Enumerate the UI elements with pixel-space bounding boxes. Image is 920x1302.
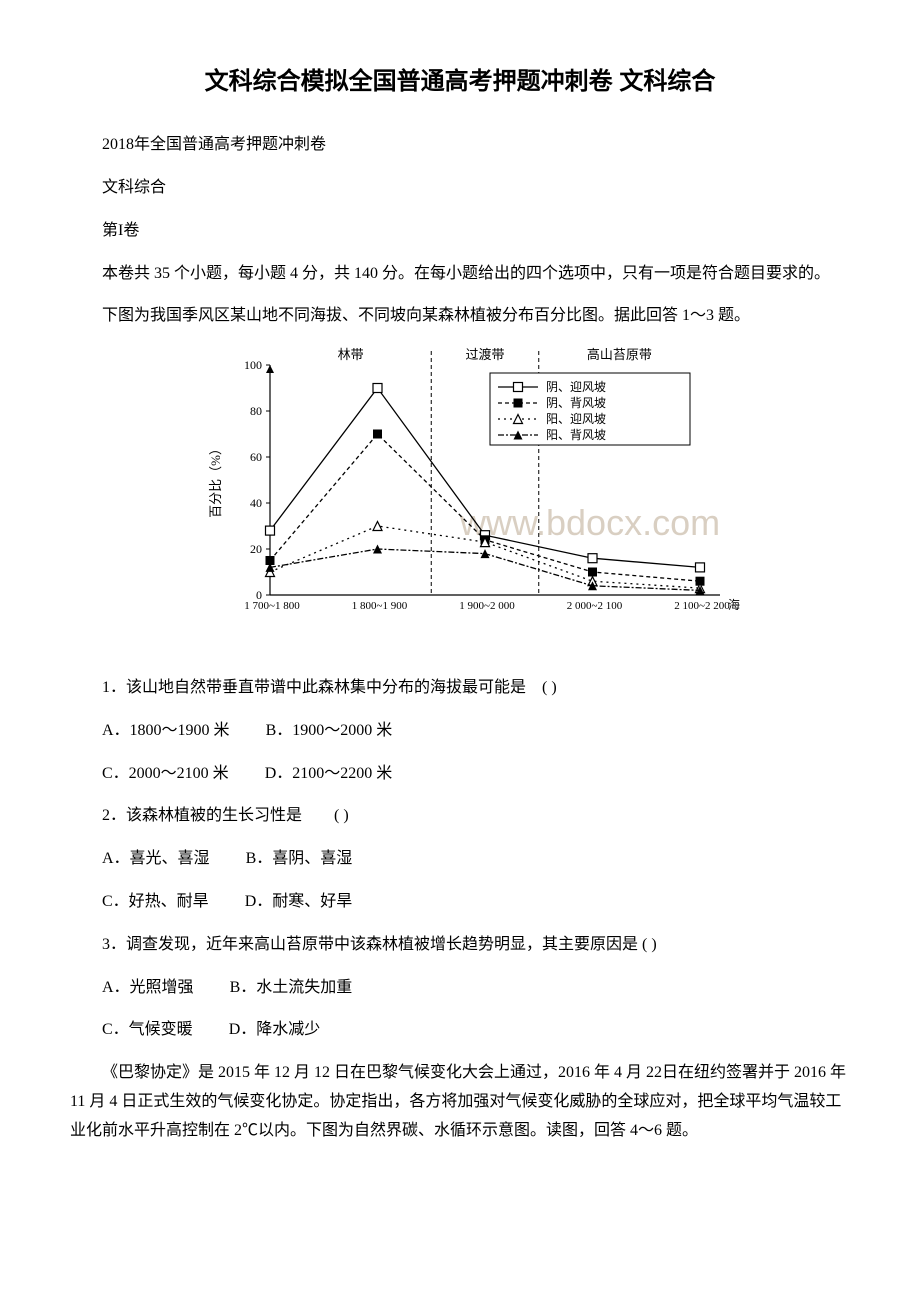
svg-text:40: 40: [250, 496, 262, 510]
svg-text:阳、背风坡: 阳、背风坡: [546, 428, 606, 442]
q3-options-row2: C．气候变暖 D．降水减少: [70, 1016, 850, 1045]
instructions: 本卷共 35 个小题，每小题 4 分，共 140 分。在每小题给出的四个选项中，…: [70, 260, 850, 289]
q2-opt-d: D．耐寒、好旱: [245, 893, 353, 910]
svg-text:阳、迎风坡: 阳、迎风坡: [546, 412, 606, 426]
svg-text:百分比（%）: 百分比（%）: [208, 442, 223, 518]
q2-opt-b: B．喜阴、喜湿: [246, 850, 353, 867]
svg-text:www.bdocx.com: www.bdocx.com: [459, 502, 720, 543]
svg-text:阴、背风坡: 阴、背风坡: [546, 396, 606, 410]
q3-opt-b: B．水土流失加重: [230, 979, 353, 996]
chart-forest-distribution: www.bdocx.com林带过渡带高山苔原带0204060801001 700…: [70, 345, 850, 656]
question-group-2-intro: 《巴黎协定》是 2015 年 12 月 12 日在巴黎气候变化大会上通过，201…: [70, 1059, 850, 1145]
q3-opt-c: C．气候变暖: [102, 1021, 193, 1038]
q1-opt-a: A．1800～1900 米: [102, 722, 230, 739]
svg-text:100: 100: [244, 358, 262, 372]
svg-text:阴、迎风坡: 阴、迎风坡: [546, 380, 606, 394]
q2-options-row2: C．好热、耐旱 D．耐寒、好旱: [70, 888, 850, 917]
subtitle-year: 2018年全国普通高考押题冲刺卷: [70, 131, 850, 160]
q1-opt-c: C．2000～2100 米: [102, 765, 229, 782]
svg-text:1 700~1 800: 1 700~1 800: [244, 600, 300, 612]
q3-opt-d: D．降水减少: [229, 1021, 321, 1038]
svg-text:过渡带: 过渡带: [465, 347, 504, 362]
svg-text:60: 60: [250, 450, 262, 464]
q1-options-row1: A．1800～1900 米 B．1900～2000 米: [70, 717, 850, 746]
q1-opt-d: D．2100～2200 米: [265, 765, 393, 782]
subtitle-subject: 文科综合: [70, 174, 850, 203]
q1-options-row2: C．2000～2100 米 D．2100～2200 米: [70, 760, 850, 789]
svg-text:20: 20: [250, 542, 262, 556]
q2-opt-a: A．喜光、喜湿: [102, 850, 210, 867]
q2-options-row1: A．喜光、喜湿 B．喜阴、喜湿: [70, 845, 850, 874]
svg-text:1 900~2 000: 1 900~2 000: [459, 600, 515, 612]
svg-text:海拔/米: 海拔/米: [728, 597, 740, 612]
svg-text:80: 80: [250, 404, 262, 418]
q3-stem: 3．调查发现，近年来高山苔原带中该森林植被增长趋势明显，其主要原因是 ( ): [70, 931, 850, 960]
q2-opt-c: C．好热、耐旱: [102, 893, 209, 910]
q3-opt-a: A．光照增强: [102, 979, 194, 996]
question-group-1-intro: 下图为我国季风区某山地不同海拔、不同坡向某森林植被分布百分比图。据此回答 1～3…: [70, 302, 850, 331]
svg-text:林带: 林带: [338, 347, 364, 362]
page-title: 文科综合模拟全国普通高考押题冲刺卷 文科综合: [70, 60, 850, 103]
q1-stem: 1．该山地自然带垂直带谱中此森林集中分布的海拔最可能是 ( ): [70, 674, 850, 703]
svg-text:2 000~2 100: 2 000~2 100: [567, 600, 623, 612]
q1-opt-b: B．1900～2000 米: [266, 722, 393, 739]
q2-stem: 2．该森林植被的生长习性是 ( ): [70, 802, 850, 831]
chart-svg: www.bdocx.com林带过渡带高山苔原带0204060801001 700…: [180, 345, 740, 645]
subtitle-volume: 第I卷: [70, 217, 850, 246]
svg-text:2 100~2 200: 2 100~2 200: [674, 600, 730, 612]
q3-options-row1: A．光照增强 B．水土流失加重: [70, 974, 850, 1003]
svg-text:1 800~1 900: 1 800~1 900: [352, 600, 408, 612]
svg-text:高山苔原带: 高山苔原带: [587, 347, 652, 362]
